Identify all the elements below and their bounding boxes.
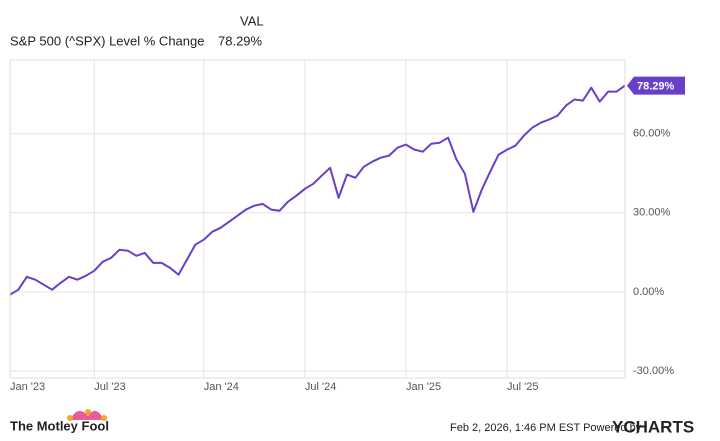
- brand-right: YCHARTS: [612, 417, 694, 436]
- x-tick-label: Jan '24: [204, 381, 239, 393]
- logo-icon: [67, 409, 107, 421]
- plot-frame: [9, 59, 626, 379]
- legend-entry: S&P 500 (^SPX) Level % Change: [10, 33, 204, 48]
- timestamp: Feb 2, 2026, 1:46 PM EST Powered by: [450, 422, 642, 434]
- legend-header: VAL: [240, 13, 264, 28]
- line: [9, 84, 626, 296]
- x-tick-label: Jan '25: [406, 381, 441, 393]
- value-flag: [627, 76, 685, 95]
- plot-area: [9, 60, 626, 378]
- brand-left: The Motley Fool: [10, 418, 109, 433]
- y-tick-label: 60.00%: [633, 128, 671, 140]
- x-tick-label: Jul '23: [94, 381, 125, 393]
- y-tick-label: -30.00%: [633, 365, 674, 377]
- value-label: 78.29%: [637, 80, 675, 92]
- y-tick-label: 0.00%: [633, 286, 664, 298]
- legend-value: 78.29%: [218, 33, 263, 48]
- x-tick-label: Jul '25: [507, 381, 538, 393]
- y-tick-label: 30.00%: [633, 207, 671, 219]
- x-tick-label: Jul '24: [305, 381, 336, 393]
- x-tick-label: Jan '23: [10, 381, 45, 393]
